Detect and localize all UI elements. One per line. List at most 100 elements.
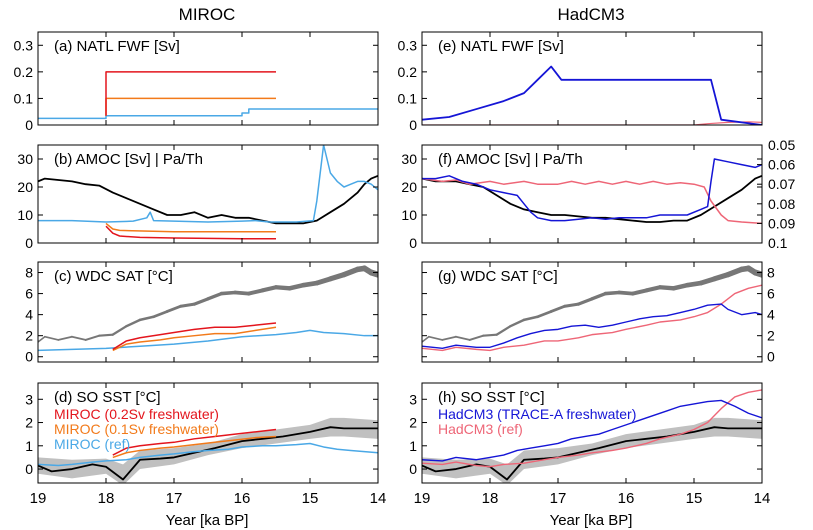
series-wdc-record-g-segment bbox=[590, 291, 608, 301]
series-wdc-record-g-segment bbox=[427, 335, 444, 341]
series-wdc-record-c-segment bbox=[219, 290, 237, 296]
y-tick-label: 0 bbox=[25, 117, 33, 133]
plot-area-h bbox=[422, 389, 762, 483]
x-tick-label: 19 bbox=[414, 490, 431, 507]
panel-frame-e bbox=[421, 31, 763, 126]
plot-area-d bbox=[38, 417, 378, 483]
series-wdc-record-g-segment bbox=[441, 335, 457, 341]
series-hadcm3-ref-f bbox=[422, 177, 762, 225]
column-title-miroc: MIROC bbox=[179, 5, 236, 24]
right-tick-label: 0.09 bbox=[768, 215, 795, 231]
series-wdc-record-c-segment bbox=[260, 285, 279, 293]
panel-title-g: (g) WDC SAT [°C] bbox=[438, 268, 558, 285]
panel-f: 0 10 20 30 0.05 0.06 0.07 0.08 0.09 0.1 (f) AMOC [… bbox=[401, 137, 795, 251]
series-wdc-record-c-segment bbox=[233, 290, 251, 296]
series-wdc-record-g-segment bbox=[482, 333, 498, 337]
series-wdc-record-g-segment bbox=[752, 269, 762, 278]
panel-e: 0 0.1 0.2 0.3 (e) NATL FWF [Sv] bbox=[398, 31, 763, 133]
series-wdc-record-c-segment bbox=[273, 285, 292, 291]
plot-area-b bbox=[38, 145, 378, 240]
panel-title-h: (h) SO SST [°C] bbox=[438, 389, 545, 406]
right-tick-label: 0.05 bbox=[768, 137, 795, 153]
legend-entry-miroc-0-2sv-freshwater: MIROC (0.2Sv freshwater) bbox=[54, 406, 219, 422]
series-miroc-0-2sv-freshwater-a bbox=[105, 71, 276, 116]
series-hadcm3-ref-e bbox=[422, 121, 762, 125]
series-miroc-0-1sv-freshwater-d bbox=[112, 435, 277, 459]
plot-area-a bbox=[38, 71, 378, 120]
series-pa-th-f bbox=[422, 174, 762, 223]
series-wdc-record-c-segment bbox=[71, 335, 87, 341]
series-wdc-record-g-segment bbox=[495, 325, 512, 336]
y-tick-label: 0 bbox=[25, 235, 33, 251]
series-wdc-record-c-segment bbox=[179, 302, 196, 308]
y-tick-label: 0.1 bbox=[398, 90, 418, 106]
series-hadcm3-trace-a-freshwater-h bbox=[422, 399, 762, 462]
panel-frame-f bbox=[421, 144, 763, 244]
column-title-hadcm3: HadCM3 bbox=[557, 5, 624, 24]
series-miroc-0-1sv-freshwater-c bbox=[112, 326, 277, 352]
series-wdc-record-c-segment bbox=[165, 304, 183, 313]
series-miroc-ref-d bbox=[38, 442, 378, 467]
panel-b: 0 10 20 30 (b) AMOC [Sv] | Pa/Th bbox=[17, 144, 379, 251]
series-wdc-record-c-segment bbox=[206, 291, 224, 301]
y-tick-label: 0 bbox=[25, 461, 33, 477]
series-sst-stack-d bbox=[38, 426, 378, 481]
series-wdc-record-g-segment bbox=[422, 335, 430, 343]
y-tick-label: 4 bbox=[767, 307, 775, 323]
y-tick-label: 6 bbox=[767, 286, 775, 302]
y-tick-label: 1 bbox=[25, 438, 33, 454]
series-wdc-record-g-segment bbox=[644, 285, 663, 293]
x-tick-label: 17 bbox=[550, 490, 567, 507]
x-tick-label: 18 bbox=[482, 490, 499, 507]
panel-h: 19 18 17 16 15 14 0 1 2 3 (h) SO SST [°C]HadCM3 (T… bbox=[409, 382, 771, 507]
right-tick-label: 0.06 bbox=[768, 157, 795, 173]
series-wdc-record-g bbox=[422, 265, 762, 343]
y-tick-label: 0 bbox=[25, 349, 33, 365]
right-tick-label: 0.07 bbox=[768, 176, 795, 192]
series-wdc-record-g-segment bbox=[536, 310, 553, 319]
right-tick-label: 0.1 bbox=[768, 235, 788, 251]
series-wdc-record-c-segment bbox=[111, 325, 128, 336]
panel-title-c: (c) WDC SAT [°C] bbox=[54, 268, 173, 285]
series-wdc-record-g-segment bbox=[468, 334, 485, 341]
legend-entry-hadcm3-trace-a-freshwater: HadCM3 (TRACE-A freshwater) bbox=[438, 406, 636, 422]
series-wdc-record-c-segment bbox=[246, 288, 265, 296]
panel-frame-g bbox=[421, 261, 763, 363]
panel-frame-h bbox=[421, 382, 763, 484]
panel-title-a: (a) NATL FWF [Sv] bbox=[54, 38, 180, 55]
panel-title-b: (b) AMOC [Sv] | Pa/Th bbox=[54, 151, 203, 168]
x-tick-label: 16 bbox=[618, 490, 635, 507]
y-tick-label: 3 bbox=[409, 391, 417, 407]
series-hadcm3-trace-a-freshwater-g bbox=[422, 303, 762, 350]
panel-frame-a bbox=[37, 31, 379, 126]
y-tick-label: 8 bbox=[767, 265, 775, 281]
x-tick-label: 15 bbox=[686, 490, 703, 507]
series-miroc-0-2sv-freshwater-d bbox=[112, 428, 277, 456]
series-wdc-record-g-segment bbox=[576, 297, 594, 306]
y-tick-label: 0 bbox=[409, 235, 417, 251]
x-axis-label-left: Year [ka BP] bbox=[166, 512, 249, 529]
y-tick-label: 0.3 bbox=[14, 37, 34, 53]
series-wdc-record-c-segment bbox=[192, 297, 210, 306]
y-tick-label: 0.2 bbox=[14, 64, 34, 80]
y-tick-label: 30 bbox=[17, 151, 33, 167]
series-wdc-record-c-segment bbox=[57, 335, 73, 341]
y-tick-label: 10 bbox=[401, 207, 417, 223]
series-miroc-0-2sv-freshwater-c bbox=[112, 322, 277, 351]
legend-entry-miroc-0-1sv-freshwater: MIROC (0.1Sv freshwater) bbox=[54, 421, 219, 437]
plot-area-e bbox=[422, 65, 762, 125]
series-wdc-record-g-segment bbox=[630, 288, 649, 296]
series-wdc-record-c-segment bbox=[43, 335, 60, 341]
x-tick-label: 17 bbox=[166, 490, 183, 507]
series-wdc-record-g-segment bbox=[455, 335, 471, 341]
x-tick-label: 14 bbox=[754, 490, 771, 507]
panel-title-e: (e) NATL FWF [Sv] bbox=[438, 38, 564, 55]
legend-entry-hadcm3-ref: HadCM3 (ref) bbox=[438, 421, 523, 437]
series-hadcm3-ref-h bbox=[422, 389, 762, 468]
panel-frame-b bbox=[37, 144, 379, 244]
y-tick-label: 4 bbox=[25, 307, 33, 323]
series-wdc-record-c-segment bbox=[368, 269, 378, 278]
series-miroc-0-1sv-freshwater-b bbox=[105, 222, 276, 233]
